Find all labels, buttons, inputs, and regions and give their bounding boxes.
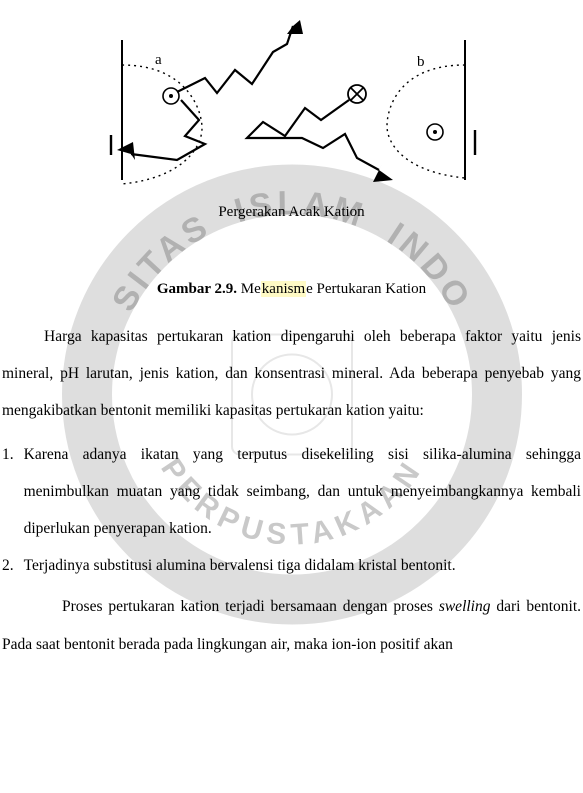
diagram-label-b: b <box>417 54 425 70</box>
left-dotted-arc <box>122 65 202 184</box>
paragraph-2-pre: Proses pertukaran kation terjadi bersama… <box>62 598 439 615</box>
list-item-number: 2. <box>2 547 14 584</box>
diagram-container: a b <box>0 0 583 221</box>
page-content: a b <box>0 0 583 663</box>
random-path-3 <box>247 100 379 170</box>
list-item: 1. Karena adanya ikatan yang terputus di… <box>2 436 581 548</box>
diagram-label-a: a <box>155 52 162 68</box>
list-item-text: Terjadinya substitusi alumina bervalensi… <box>24 547 581 584</box>
random-path-2 <box>131 100 205 160</box>
kation-diagram: a b <box>87 10 497 200</box>
paragraph-2: Proses pertukaran kation terjadi bersama… <box>0 588 583 662</box>
arrow-head-2-icon <box>117 142 135 160</box>
paragraph-2-italic: swelling <box>439 598 491 615</box>
paragraph-1: Harga kapasitas pertukaran kation dipeng… <box>0 318 583 430</box>
random-path-1 <box>177 26 293 93</box>
figure-text-highlight: kanism <box>261 281 306 297</box>
list-item-number: 1. <box>2 436 14 548</box>
list-item-text: Karena adanya ikatan yang terputus disek… <box>24 436 581 548</box>
figure-title: Gambar 2.9. Mekanisme Pertukaran Kation <box>0 281 583 298</box>
numbered-list: 1. Karena adanya ikatan yang terputus di… <box>0 436 583 585</box>
arrow-head-1-icon <box>287 20 303 34</box>
circle-dot-left-icon <box>163 88 179 104</box>
circle-dot-right-icon <box>427 124 443 140</box>
arrow-head-3-icon <box>373 162 393 182</box>
diagram-caption: Pergerakan Acak Kation <box>218 204 364 221</box>
circle-x-icon <box>348 85 366 103</box>
right-dotted-arc <box>387 65 465 178</box>
figure-text-2: e Pertukaran Kation <box>306 281 426 297</box>
figure-number: Gambar 2.9. <box>157 281 237 297</box>
list-item: 2. Terjadinya substitusi alumina bervale… <box>2 547 581 584</box>
figure-text-1: Me <box>237 281 261 297</box>
